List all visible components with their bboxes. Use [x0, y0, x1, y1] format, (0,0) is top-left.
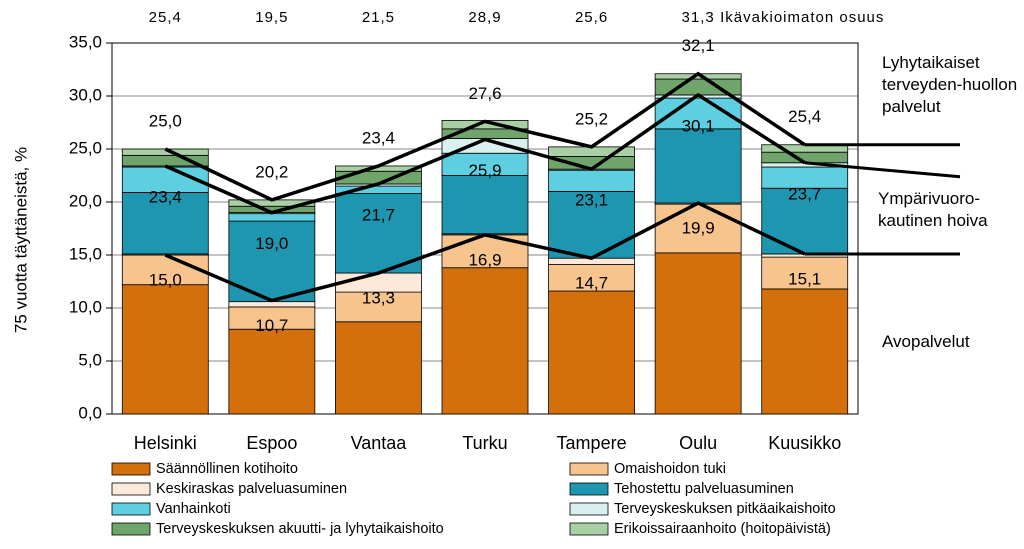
y-tick-label: 15,0 — [69, 244, 102, 263]
top-value: 21,5 — [362, 9, 395, 26]
bar-segment — [654, 252, 742, 415]
legend-label: Tehostettu palveluasuminen — [614, 481, 794, 497]
legend-swatch — [111, 482, 151, 496]
legend-label: Terveyskeskuksen pitkäaikaishoito — [614, 501, 836, 517]
bar-segment — [228, 213, 316, 222]
data-label: 27,6 — [468, 84, 501, 103]
data-label: 14,7 — [575, 274, 608, 293]
data-label: 23,7 — [788, 184, 821, 203]
data-label: 16,9 — [468, 250, 501, 269]
legend-swatch — [569, 462, 609, 476]
legend-swatch — [569, 522, 609, 536]
bar-segment — [121, 148, 209, 156]
data-label: 25,9 — [468, 161, 501, 180]
line-series — [164, 92, 806, 215]
line-series — [164, 201, 806, 303]
line-series — [164, 71, 806, 202]
data-label: 23,4 — [362, 128, 395, 147]
bar-segment — [761, 288, 849, 415]
data-label: 15,0 — [149, 270, 182, 289]
y-tick-label: 0,0 — [78, 403, 102, 422]
y-tick-label: 10,0 — [69, 297, 102, 316]
bar-segment — [121, 192, 209, 255]
data-label: 23,4 — [149, 187, 182, 206]
x-tick-label: Tampere — [557, 433, 627, 453]
top-value: 28,9 — [468, 9, 501, 26]
x-tick-label: Espoo — [246, 433, 297, 453]
bar-segment — [335, 321, 422, 415]
top-value: 19,5 — [255, 9, 288, 26]
x-tick-label: Vantaa — [351, 433, 408, 453]
data-label: 25,2 — [575, 109, 608, 128]
data-label: 19,0 — [255, 234, 288, 253]
legend-label: Keskiraskas palveluasuminen — [156, 481, 347, 497]
bar-segment — [121, 284, 209, 415]
bar-segment — [228, 328, 316, 415]
y-tick-label: 20,0 — [69, 191, 102, 210]
line-label: Lyhytaikaiset terveyden-huollon palvelut — [882, 53, 1018, 116]
legend-swatch — [569, 482, 609, 496]
x-tick-label: Turku — [462, 433, 507, 453]
legend-swatch — [111, 462, 151, 476]
top-value: 31,3 — [682, 9, 715, 26]
line-label: Ympärivuoro-kautinen hoiva — [878, 189, 988, 230]
bar-segment — [228, 301, 316, 308]
data-label: 25,4 — [788, 107, 821, 126]
line-extension — [804, 161, 961, 179]
bar-segment — [548, 290, 635, 415]
top-value: 25,6 — [575, 9, 608, 26]
x-tick-label: Kuusikko — [768, 433, 841, 453]
legend-label: Erikoissairaanhoito (hoitopäivistä) — [614, 521, 831, 537]
y-axis-label: 75 vuotta täyttäneistä, % — [11, 147, 30, 333]
data-label: 13,3 — [362, 289, 395, 308]
x-tick-label: Helsinki — [134, 433, 197, 453]
bar-segment — [761, 256, 849, 290]
y-tick-label: 25,0 — [69, 138, 102, 157]
data-label: 21,7 — [362, 205, 395, 224]
data-label: 15,1 — [788, 269, 821, 288]
legend-swatch — [111, 502, 151, 516]
bar-segment — [548, 190, 635, 259]
bar-segment — [548, 264, 635, 292]
bar-segment — [654, 203, 742, 254]
y-tick-label: 5,0 — [78, 350, 102, 369]
data-label: 20,2 — [255, 162, 288, 181]
bar-segment — [441, 175, 529, 235]
data-label: 10,7 — [255, 316, 288, 335]
bar-segment — [441, 267, 529, 415]
bar-segment — [654, 128, 742, 204]
y-tick-label: 30,0 — [69, 85, 102, 104]
x-tick-label: Oulu — [679, 433, 717, 453]
top-value: 25,4 — [149, 9, 182, 26]
legend-label: Omaishoidon tuki — [614, 461, 726, 477]
legend-label: Terveyskeskuksen akuutti- ja lyhytaikais… — [156, 521, 444, 537]
legend-swatch — [111, 522, 151, 536]
top-row-name: Ikävakioimaton osuus — [720, 9, 884, 26]
bar-segment — [335, 193, 422, 274]
bar-segment — [761, 187, 849, 255]
legend-swatch — [569, 502, 609, 516]
data-label: 32,1 — [682, 36, 715, 55]
legend-label: Vanhainkoti — [156, 501, 231, 517]
legend-label: Säännöllinen kotihoito — [156, 461, 298, 477]
data-label: 25,0 — [149, 111, 182, 130]
bar-segment — [548, 169, 635, 192]
data-label: 23,1 — [575, 191, 608, 210]
bar-segment — [121, 254, 209, 286]
data-label: 30,1 — [682, 116, 715, 135]
bar-segment — [335, 291, 422, 323]
y-tick-label: 35,0 — [69, 32, 102, 51]
data-label: 19,9 — [682, 219, 715, 238]
line-label: Avopalvelut — [882, 332, 970, 351]
